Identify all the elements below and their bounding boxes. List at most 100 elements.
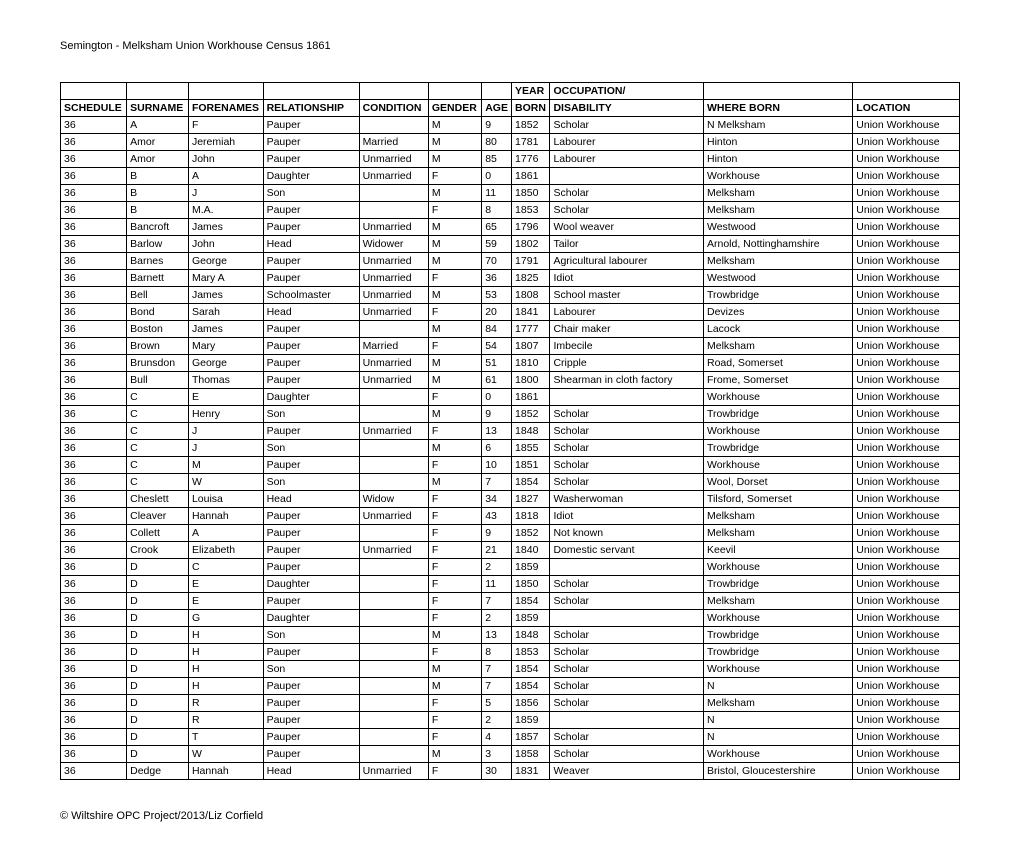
table-cell: 36 [61,236,127,253]
table-cell: Westwood [704,219,853,236]
table-cell: Labourer [550,304,704,321]
table-cell: 1861 [512,168,550,185]
table-cell: Unmarried [359,542,428,559]
table-cell: Chair maker [550,321,704,338]
header-cell [127,83,189,100]
table-row: 36DEDaughterF111850ScholarTrowbridgeUnio… [61,576,960,593]
table-cell: M [428,406,481,423]
table-cell: 2 [482,610,512,627]
table-cell: 36 [61,270,127,287]
table-cell: 4 [482,729,512,746]
table-cell: J [188,423,263,440]
table-cell: 59 [482,236,512,253]
table-cell: Union Workhouse [853,202,960,219]
table-cell: Union Workhouse [853,389,960,406]
table-cell: Imbecile [550,338,704,355]
table-cell: Son [263,406,359,423]
table-cell: Barnett [127,270,189,287]
table-cell: 11 [482,185,512,202]
table-cell: Mary [188,338,263,355]
table-cell: F [188,117,263,134]
table-cell: 36 [61,576,127,593]
table-row: 36BellJamesSchoolmasterUnmarriedM531808S… [61,287,960,304]
table-cell: B [127,168,189,185]
table-row: 36DHSonM131848ScholarTrowbridgeUnion Wor… [61,627,960,644]
table-cell: 1781 [512,134,550,151]
table-cell: 1859 [512,712,550,729]
table-cell: 36 [61,695,127,712]
table-cell: W [188,746,263,763]
table-cell: Widower [359,236,428,253]
table-cell: 9 [482,117,512,134]
table-row: 36BM.A.PauperF81853ScholarMelkshamUnion … [61,202,960,219]
header-cell: FORENAMES [188,100,263,117]
table-cell: Cheslett [127,491,189,508]
table-cell: 1851 [512,457,550,474]
table-cell: Workhouse [704,457,853,474]
table-cell: Union Workhouse [853,185,960,202]
table-cell: 1818 [512,508,550,525]
table-cell: 36 [482,270,512,287]
table-cell: Son [263,440,359,457]
table-cell: Trowbridge [704,406,853,423]
table-cell: Workhouse [704,746,853,763]
header-cell [61,83,127,100]
table-cell: Union Workhouse [853,117,960,134]
table-cell: Unmarried [359,423,428,440]
table-row: 36AFPauperM91852ScholarN MelkshamUnion W… [61,117,960,134]
table-cell: F [428,542,481,559]
table-cell: Trowbridge [704,576,853,593]
table-cell: Not known [550,525,704,542]
table-cell: 1810 [512,355,550,372]
table-cell: M [428,219,481,236]
table-cell: Pauper [263,151,359,168]
table-cell: N [704,729,853,746]
table-cell: A [188,525,263,542]
table-cell [359,185,428,202]
table-cell: 1831 [512,763,550,780]
table-cell: E [188,389,263,406]
table-cell: 36 [61,304,127,321]
table-cell: Bond [127,304,189,321]
table-cell: 54 [482,338,512,355]
table-cell: B [127,202,189,219]
header-cell [704,83,853,100]
table-cell: 53 [482,287,512,304]
table-cell: 1854 [512,474,550,491]
table-cell: 36 [61,627,127,644]
table-cell: 1861 [512,389,550,406]
table-cell: Union Workhouse [853,321,960,338]
table-row: 36DHPauperM71854ScholarNUnion Workhouse [61,678,960,695]
table-cell: Head [263,236,359,253]
table-cell [359,746,428,763]
table-cell: 36 [61,151,127,168]
table-cell: M [428,287,481,304]
table-cell: 36 [61,593,127,610]
table-cell: Pauper [263,593,359,610]
table-cell: Unmarried [359,355,428,372]
table-cell: 1791 [512,253,550,270]
table-cell: Union Workhouse [853,355,960,372]
table-row: 36CEDaughterF01861WorkhouseUnion Workhou… [61,389,960,406]
table-cell: Union Workhouse [853,627,960,644]
table-row: 36BJSonM111850ScholarMelkshamUnion Workh… [61,185,960,202]
table-cell: F [428,270,481,287]
header-cell [263,83,359,100]
table-cell: Workhouse [704,389,853,406]
table-cell: 1852 [512,525,550,542]
header-cell: DISABILITY [550,100,704,117]
table-cell: Bancroft [127,219,189,236]
table-cell: R [188,695,263,712]
table-cell: Frome, Somerset [704,372,853,389]
table-cell: Daughter [263,168,359,185]
table-cell: M [428,627,481,644]
header-cell: LOCATION [853,100,960,117]
table-cell: F [428,304,481,321]
table-cell: R [188,712,263,729]
table-cell: 8 [482,202,512,219]
table-cell: Daughter [263,610,359,627]
table-cell [550,610,704,627]
table-cell: Thomas [188,372,263,389]
table-cell: Cripple [550,355,704,372]
header-cell: YEAR [512,83,550,100]
